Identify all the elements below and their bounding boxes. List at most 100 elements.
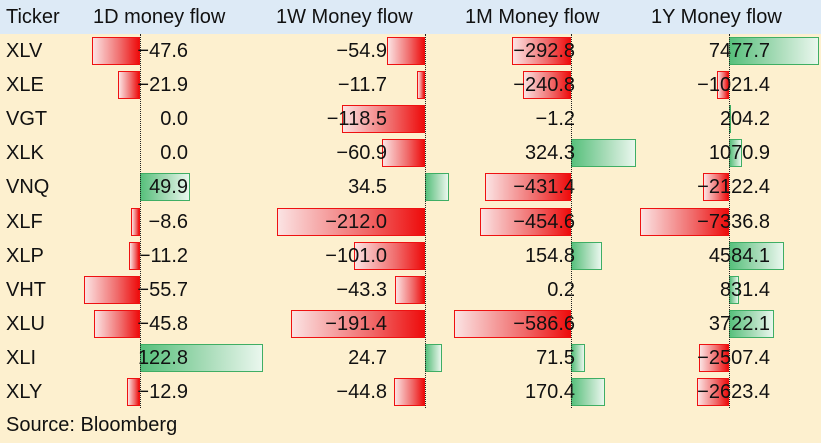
ticker-label: XLK [6, 142, 44, 165]
flow-bar-1m [484, 173, 571, 202]
flow-value-1w: −212.0 [325, 210, 387, 233]
flow-value-1d: −55.7 [137, 278, 188, 301]
axis-1m [571, 34, 572, 408]
flow-bar-1y [697, 378, 729, 406]
flow-value-1w: −191.4 [325, 312, 387, 335]
ticker-label: XLV [6, 40, 43, 62]
flow-value-1y: 7477.7 [708, 40, 770, 62]
ticker-label: XLP [6, 244, 44, 267]
table-row: VHT −55.7 −43.3 0.2 831.4 [0, 273, 821, 307]
flow-bar-1y [729, 309, 775, 338]
flow-bar-1m [453, 309, 571, 338]
flow-value-1y: 204.2 [719, 108, 770, 131]
flow-bar-1w [393, 378, 425, 406]
flow-value-1d: −47.6 [137, 40, 188, 62]
flow-value-1m: −454.6 [513, 210, 575, 233]
flow-value-1y: −1021.4 [697, 74, 770, 97]
table-header: Ticker 1D money flow 1W Money flow 1M Mo… [0, 0, 821, 34]
flow-bar-1w [342, 105, 425, 134]
axis-1w [425, 34, 426, 408]
flow-value-1y: 831.4 [719, 278, 770, 301]
flow-value-1m: −1.2 [535, 108, 575, 131]
flow-bar-1w [416, 71, 425, 100]
flow-value-1y: 3722.1 [708, 312, 770, 335]
table-row: XLP −11.2 −101.0 154.8 4584.1 [0, 239, 821, 273]
flow-value-1d: −11.2 [138, 244, 188, 267]
flow-value-1y: 4584.1 [708, 244, 770, 267]
flow-value-1y: −7336.8 [697, 210, 770, 233]
flow-bar-1y [716, 71, 729, 100]
source-note: Source: Bloomberg [6, 414, 178, 436]
flow-bar-1w [425, 343, 443, 372]
flow-value-1m: 154.8 [524, 244, 575, 267]
flow-value-1d: 49.9 [149, 176, 188, 199]
flow-value-1d: 122.8 [137, 346, 188, 369]
flow-value-1m: −292.8 [513, 40, 575, 62]
table-row: XLE −21.9 −11.7 −240.8 −1021.4 [0, 68, 821, 102]
table-row: XLY −12.9 −44.8 170.4 −2623.4 [0, 375, 821, 409]
flow-bar-1y [703, 173, 729, 202]
flow-bar-1d [128, 241, 140, 270]
flow-bar-1w [394, 275, 425, 304]
flow-bar-1d [92, 37, 140, 65]
flow-bar-1d [140, 173, 190, 202]
flow-value-1w: −11.7 [337, 74, 387, 97]
flow-bar-1d [84, 275, 140, 304]
flow-bar-1w [425, 173, 450, 202]
header-1y: 1Y Money flow [651, 6, 782, 28]
header-1w: 1W Money flow [276, 6, 413, 28]
flow-value-1w: −101.0 [325, 244, 387, 267]
flow-value-1m: −240.8 [513, 74, 575, 97]
ticker-label: XLY [6, 381, 43, 403]
ticker-label: VHT [6, 278, 46, 301]
ticker-label: XLU [6, 312, 45, 335]
flow-value-1m: 324.3 [524, 142, 575, 165]
flow-bar-1m [571, 139, 636, 168]
flow-value-1y: −2507.4 [697, 346, 770, 369]
flow-value-1m: −431.4 [513, 176, 575, 199]
ticker-label: XLF [6, 210, 43, 233]
flow-bar-1w [354, 241, 425, 270]
axis-1d [140, 34, 141, 408]
flow-value-1y: −2122.4 [697, 176, 770, 199]
flow-bar-1d [131, 207, 140, 236]
flow-value-1w: −118.5 [326, 108, 387, 131]
header-1m: 1M Money flow [465, 6, 600, 28]
flow-bar-1w [386, 37, 425, 65]
flow-bar-1y [729, 37, 820, 65]
table-row: XLV −47.6 −54.9 −292.8 7477.7 [0, 34, 821, 68]
flow-bar-1d [94, 309, 140, 338]
table-row: XLI 122.8 24.7 71.5 −2507.4 [0, 341, 821, 375]
flow-value-1w: −43.3 [336, 278, 387, 301]
flow-bar-1m [512, 37, 571, 65]
flow-value-1d: 0.0 [160, 108, 188, 131]
flow-value-1w: 34.5 [348, 176, 387, 199]
ticker-label: VNQ [6, 176, 50, 199]
flow-value-1w: 24.7 [348, 346, 387, 369]
flow-bar-1d [127, 378, 140, 406]
header-1d: 1D money flow [93, 6, 226, 28]
flow-value-1w: −44.8 [336, 381, 387, 403]
table-row: XLF −8.6 −212.0 −454.6 −7336.8 [0, 205, 821, 239]
flow-bar-1m [522, 71, 571, 100]
flow-value-1d: −12.9 [137, 381, 188, 403]
flow-value-1m: 71.5 [536, 346, 575, 369]
flow-bar-1d [140, 343, 263, 372]
table-row: VNQ 49.9 34.5 −431.4 −2122.4 [0, 170, 821, 204]
flow-value-1m: 170.4 [524, 381, 575, 403]
table-row: XLU −45.8 −191.4 −586.6 3722.1 [0, 307, 821, 341]
flow-value-1m: −586.6 [513, 312, 575, 335]
flow-bar-1y [729, 241, 785, 270]
table-row: VGT 0.0 −118.5 −1.2 204.2 [0, 102, 821, 136]
ticker-label: VGT [6, 108, 48, 131]
flow-value-1y: −2623.4 [697, 381, 770, 403]
flow-bar-1w [276, 207, 425, 236]
table-row: XLK 0.0 −60.9 324.3 1070.9 [0, 136, 821, 170]
flow-value-1d: −8.6 [148, 210, 188, 233]
flow-bar-1y [640, 207, 729, 236]
flow-bar-1y [698, 343, 729, 372]
flow-value-1w: −60.9 [336, 142, 387, 165]
flow-bar-1m [571, 378, 606, 406]
flow-bar-1w [291, 309, 425, 338]
flow-value-1m: 0.2 [547, 278, 575, 301]
